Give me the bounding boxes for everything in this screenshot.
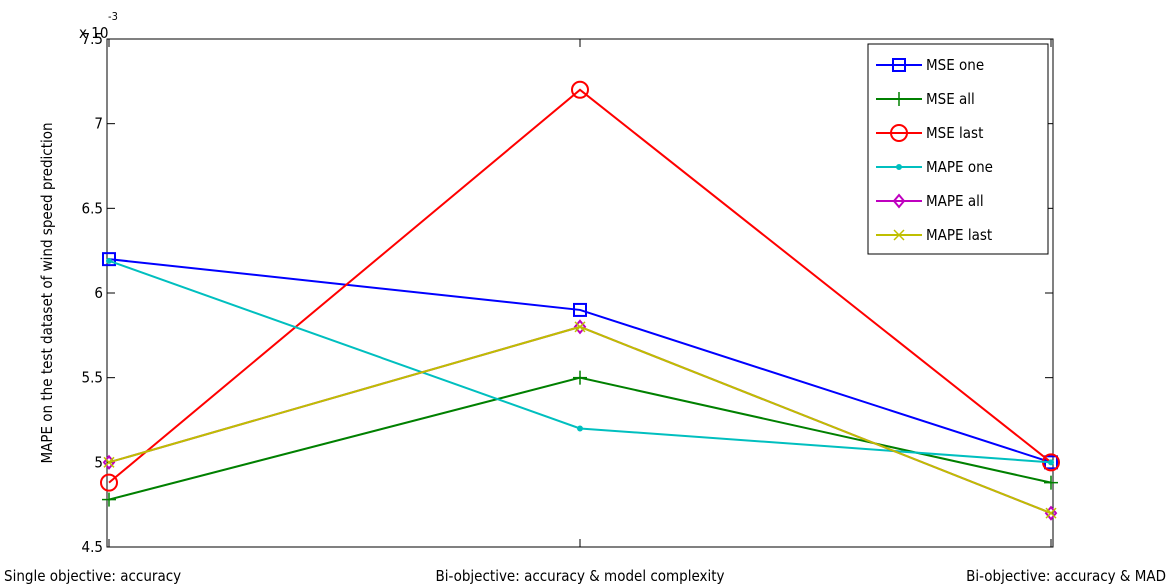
diamond-marker	[892, 193, 906, 209]
y-tick-label: 6.5	[82, 199, 103, 217]
series-mape-last	[103, 321, 1057, 519]
y-tick-label: 7.5	[82, 30, 103, 48]
legend-item-mse-all: MSE all	[876, 90, 975, 108]
square-marker	[573, 302, 587, 317]
x-marker-b	[103, 456, 115, 468]
y-exponent-base: x 10	[79, 24, 108, 42]
legend-label: MSE last	[926, 124, 983, 142]
legend-item-mape-all: MAPE all	[876, 192, 984, 210]
diamond-marker	[102, 454, 116, 470]
y-tick-label: 5	[94, 453, 103, 471]
circle-marker	[571, 80, 589, 99]
point-marker	[896, 164, 902, 170]
series-mape-all	[102, 319, 1058, 521]
series-line-mse-all	[108, 376, 1052, 501]
point-marker	[106, 257, 112, 264]
y-tick-label: 7	[94, 115, 103, 133]
y-tick-label: 6	[94, 284, 103, 302]
axis-ticks: 4.5 5 5.5 6 6.5 7 7.5 Single objective: accurac…	[4, 30, 1166, 585]
y-tick-label: 4.5	[82, 538, 103, 556]
x-marker-b	[574, 321, 586, 333]
x-tick-label: Bi-objective: accuracy & MAD	[966, 567, 1166, 585]
series-line-mape-one	[108, 259, 1052, 464]
legend-label: MSE one	[926, 56, 984, 74]
series-mse-all	[102, 370, 1058, 507]
x-marker-b	[1045, 507, 1057, 519]
circle-marker	[100, 473, 118, 492]
legend-box	[867, 43, 1049, 255]
square-marker	[102, 252, 116, 267]
series-line-mape-all	[108, 325, 1052, 515]
series-mse-one	[102, 252, 1058, 470]
x-tick-label: Bi-objective: accuracy & model complexit…	[435, 567, 724, 585]
y-tick-label: 5.5	[82, 369, 103, 387]
legend-item-mse-last: MSE last	[876, 124, 983, 142]
x-tick-label: Single objective: accuracy	[4, 567, 181, 585]
legend-item-mape-last: MAPE last	[876, 226, 992, 244]
series-mse-last	[100, 80, 1060, 492]
series-mape-one	[106, 257, 1054, 466]
legend-item-mape-one: MAPE one	[876, 158, 993, 176]
legend-label: MAPE last	[926, 226, 992, 244]
square-marker	[892, 58, 906, 72]
circle-marker	[890, 124, 908, 142]
series-line-mse-last	[108, 88, 1052, 484]
legend-label: MSE all	[926, 90, 975, 108]
point-marker	[577, 425, 583, 432]
y-exponent-power: -3	[108, 10, 118, 23]
point-marker	[1048, 459, 1054, 466]
series-line-mape-last	[108, 325, 1052, 515]
series-line-mse-one	[108, 258, 1052, 464]
y-axis-label: MAPE on the test dataset of wind speed p…	[38, 122, 56, 463]
legend-label: MAPE one	[926, 158, 993, 176]
diamond-marker	[573, 319, 587, 335]
legend: MSE one MSE all MSE last MAPE one MAPE all MA…	[867, 43, 1049, 255]
legend-item-mse-one: MSE one	[876, 56, 984, 74]
x-marker-b	[893, 229, 905, 241]
legend-label: MAPE all	[926, 192, 984, 210]
series-layer	[100, 80, 1060, 521]
